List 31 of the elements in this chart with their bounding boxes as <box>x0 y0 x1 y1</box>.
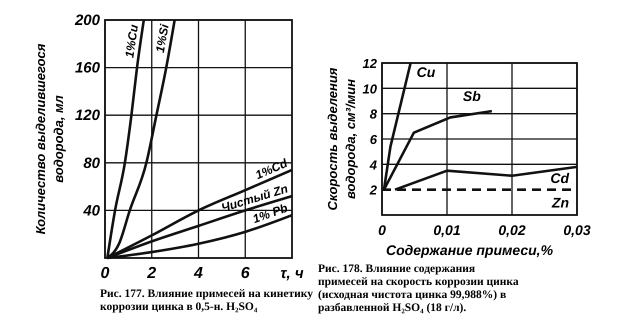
x-axis-title: Содержание примеси,% <box>386 242 554 258</box>
y-tick-label: 12 <box>362 56 378 71</box>
y-tick-label: 80 <box>83 154 101 172</box>
y-tick-label: 2 <box>368 182 378 198</box>
x-tick-label: 0,01 <box>433 222 461 238</box>
x-tick-label: 0,03 <box>563 222 591 238</box>
x-tick-label: 4 <box>193 265 204 282</box>
y-axis-title: Скорость выделения водорода, см³/мин <box>325 67 358 210</box>
y-tick-label: 10 <box>362 81 378 96</box>
x-tick-label: 0,02 <box>498 222 526 238</box>
y-tick-label: 40 <box>82 202 101 220</box>
text: Рис. 177. Влияние примесей на кинетику коррозии цинка в 0,5-н. H₂SO₄ <box>100 288 314 313</box>
y-tick-label: 4 <box>368 157 378 172</box>
y-tick-label: 120 <box>74 107 101 124</box>
x-tick-label: 2 <box>146 265 156 282</box>
y-tick-label: 6 <box>370 132 378 147</box>
x-axis-title: τ, ч <box>280 265 304 282</box>
text: 1%Si <box>152 22 172 54</box>
series-label: Sb <box>462 88 482 104</box>
x-tick-label: 0 <box>100 265 110 282</box>
y-axis-title: Количество выделившегося водорода, мл <box>33 43 66 234</box>
text: 1%Cu <box>122 23 142 59</box>
x-tick-label: 6 <box>240 265 250 282</box>
series-label: Cu <box>416 64 436 80</box>
series-label: Zn <box>550 194 569 211</box>
text: Рис. 178. Влияние содержания примесей на скорость коррозии цинка (исходная чистота цинка 99,988%) в разбавленной H₂SO₄ (18 г/л). <box>318 263 519 314</box>
y-tick-label: 8 <box>370 106 378 122</box>
series-label: Cd <box>550 170 570 186</box>
x-tick-label: 0 <box>378 222 386 238</box>
y-tick-label: 160 <box>74 60 101 77</box>
y-tick-label: 200 <box>74 12 101 29</box>
